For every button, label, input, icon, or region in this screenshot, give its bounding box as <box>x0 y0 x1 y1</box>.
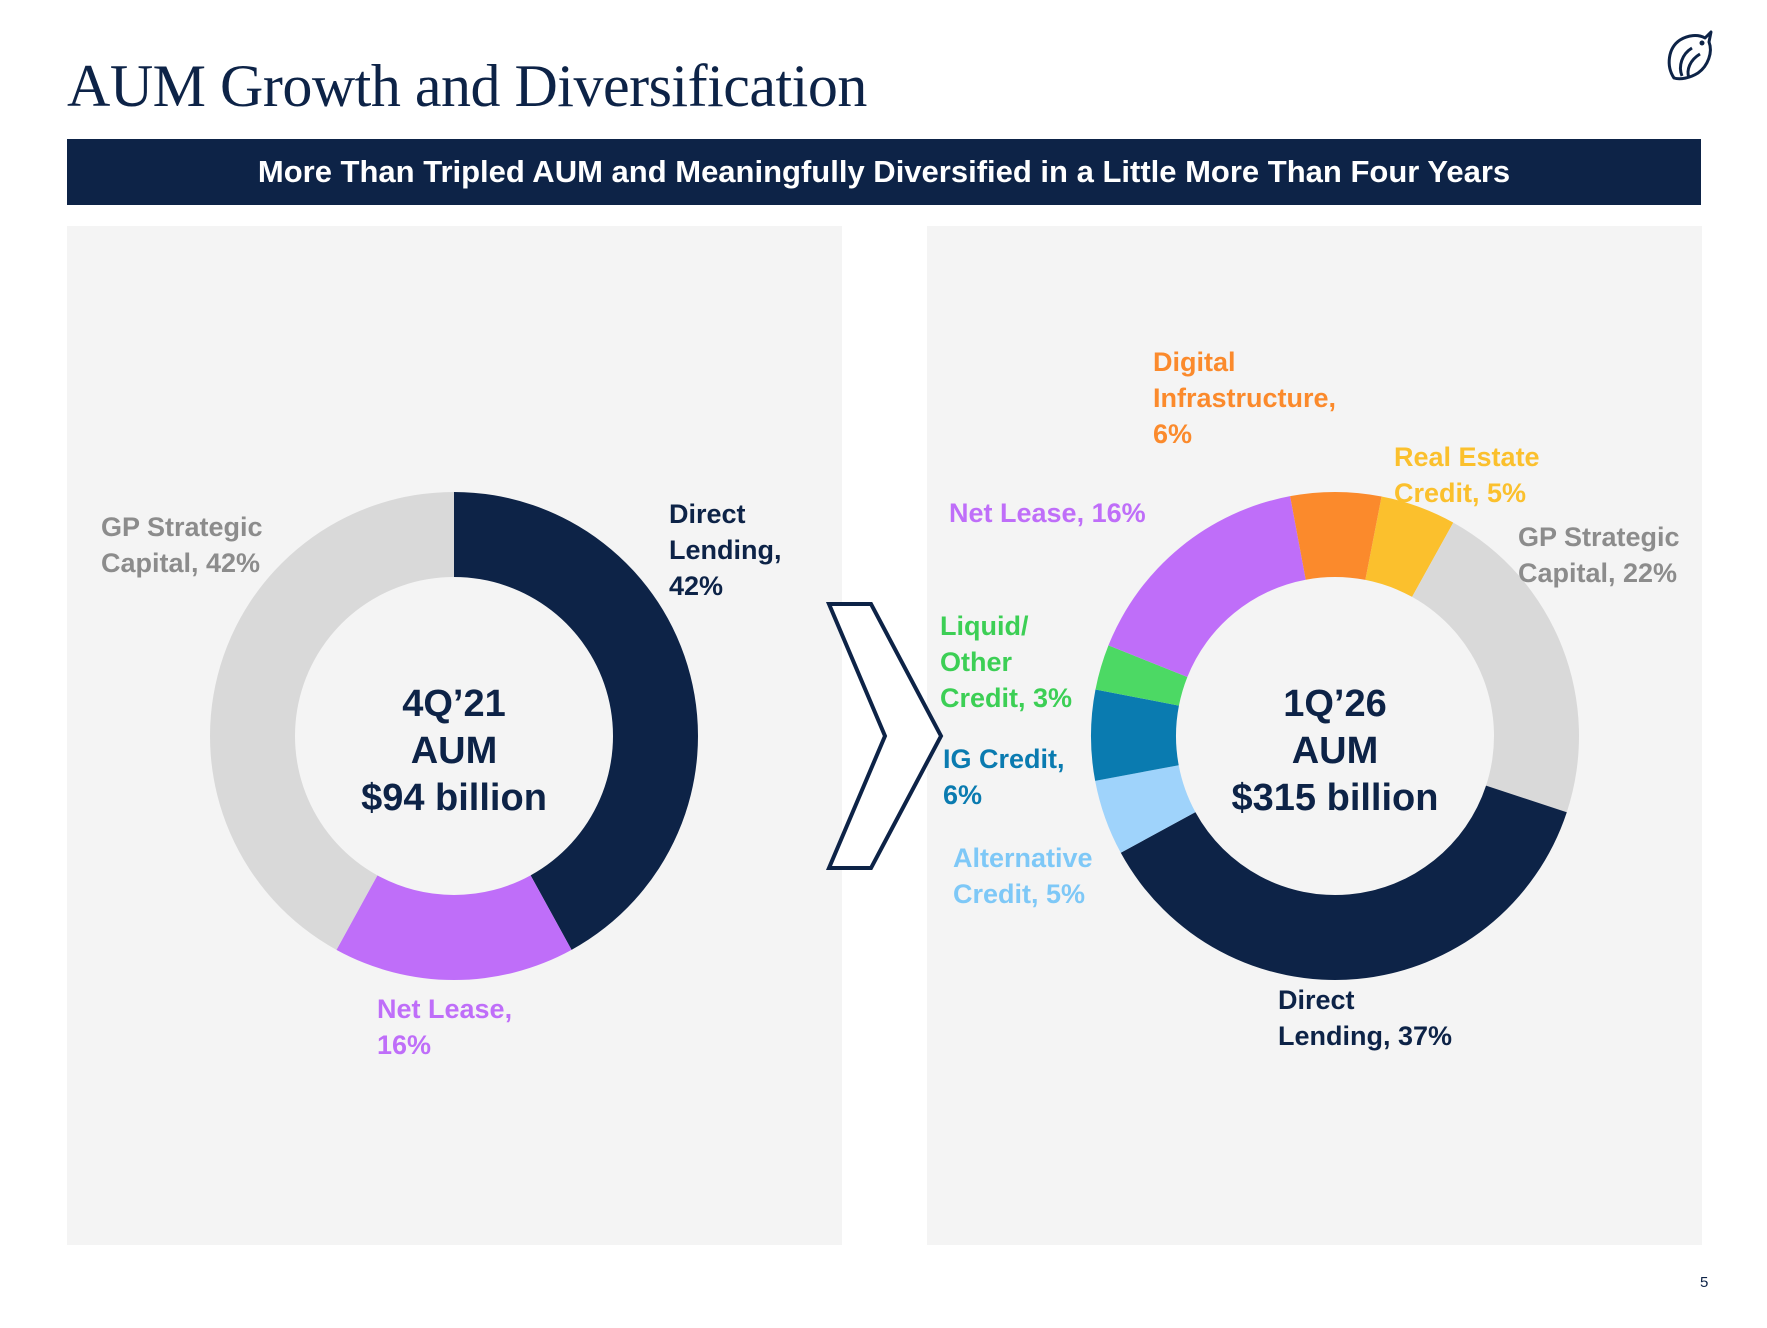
owl-icon <box>1667 30 1713 81</box>
data-label-direct-lending: Direct Lending, 42% <box>669 499 781 601</box>
slice-ig-credit <box>1091 689 1179 781</box>
data-label-alternative-credit: Alternative Credit, 5% <box>953 843 1093 909</box>
chevron-right-icon <box>825 602 944 870</box>
data-label-gp-strategic-capital: GP Strategic Capital, 42% <box>101 512 263 578</box>
chart-center-label: 1Q’26 AUM $315 billion <box>1232 683 1439 819</box>
slice-digital-infrastructure <box>1290 491 1382 580</box>
data-label-net-lease: Net Lease, 16% <box>377 994 512 1060</box>
chart-panel-4q21: 4Q’21 AUM $94 billion Direct Lending, 42% Net … <box>67 226 842 1245</box>
slice-net-lease <box>1108 496 1306 677</box>
donut-chart-1q26: 1Q’26 AUM $315 billion Real Estate Credit, 5… <box>940 347 1680 1051</box>
data-label-real-estate-credit: Real Estate Credit, 5% <box>1394 442 1540 508</box>
slice-liquid-other-credit <box>1095 645 1188 706</box>
slice-alternative-credit <box>1095 765 1196 853</box>
slice-real-estate-credit <box>1365 496 1454 597</box>
data-label-ig-credit: IG Credit, 6% <box>943 744 1065 810</box>
page-title: AUM Growth and Diversification <box>67 53 867 119</box>
slice-direct-lending <box>454 492 698 950</box>
headline-banner: More Than Tripled AUM and Meaningfully D… <box>67 139 1701 205</box>
data-label-direct-lending: Direct Lending, 37% <box>1278 985 1452 1051</box>
donut-chart-4q21: 4Q’21 AUM $94 billion Direct Lending, 42% Net … <box>101 492 781 1060</box>
data-label-gp-strategic-capital: GP Strategic Capital, 22% <box>1518 522 1680 588</box>
data-label-digital-infrastructure: Digital Infrastructure, 6% <box>1153 347 1336 449</box>
slice-net-lease <box>336 875 572 980</box>
page-number: 5 <box>1700 1274 1709 1291</box>
slice-gp-strategic-capital <box>1412 522 1579 813</box>
data-label-net-lease: Net Lease, 16% <box>949 498 1146 528</box>
chart-panel-1q26: 1Q’26 AUM $315 billion Real Estate Credit, 5… <box>927 226 1702 1245</box>
chart-center-label: 4Q’21 AUM $94 billion <box>361 683 547 819</box>
slice-gp-strategic-capital <box>210 492 454 950</box>
data-label-liquid-other-credit: Liquid/Other Credit, 3% <box>940 611 1072 713</box>
slice-direct-lending <box>1120 785 1567 980</box>
